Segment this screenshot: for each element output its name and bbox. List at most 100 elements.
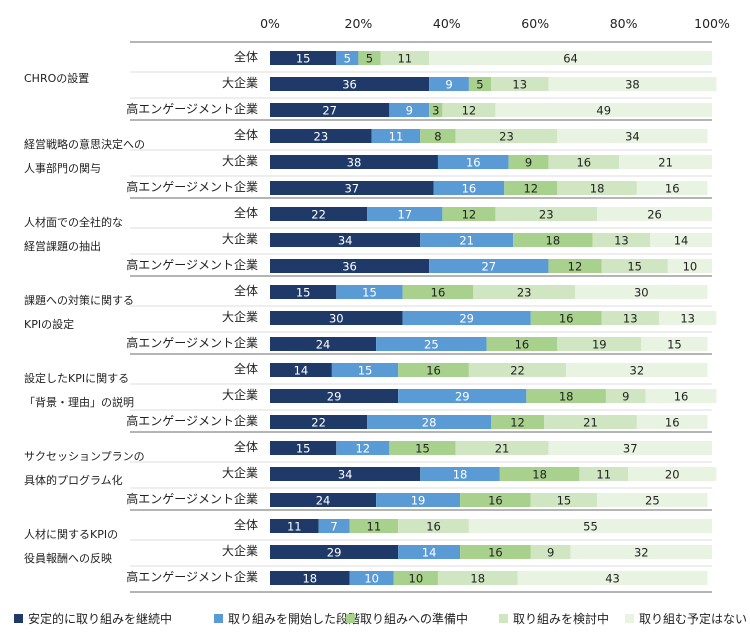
bar-segment	[557, 181, 637, 195]
bar-segment	[592, 233, 651, 247]
bar-segment	[601, 311, 659, 325]
chart-row: 全体 11 7 11 16 55	[234, 517, 712, 534]
bar-segment	[336, 51, 359, 65]
data-label: 16	[462, 182, 477, 196]
bar-segment	[641, 337, 708, 351]
bar-segment	[557, 337, 642, 351]
bar-segment	[398, 389, 527, 403]
row-label: 高エンゲージメント企業	[126, 413, 258, 428]
bar-segment	[548, 441, 712, 455]
bar-segment	[270, 467, 421, 481]
data-label: 15	[296, 286, 311, 300]
data-label: 12	[568, 260, 583, 274]
bar-segment	[429, 77, 469, 91]
legend-item: 取り組みを開始した段階	[214, 611, 360, 626]
data-label: 15	[358, 364, 373, 378]
bar-segment	[508, 155, 549, 169]
legend-label: 安定的に取り組みを継続中	[28, 611, 172, 626]
group-label: KPIの設定	[24, 317, 74, 331]
data-label: 38	[347, 156, 362, 170]
data-label: 3	[432, 104, 439, 118]
data-label: 22	[311, 416, 326, 430]
row-label: 高エンゲージメント企業	[126, 491, 258, 506]
x-tick-label: 100%	[694, 16, 730, 31]
chart-row: 大企業 34 21 18 13 14	[130, 227, 712, 248]
bar-segment	[495, 103, 712, 117]
data-label: 15	[296, 442, 311, 456]
data-label: 21	[495, 442, 510, 456]
data-label: 15	[296, 52, 311, 66]
bar-segment	[270, 51, 337, 65]
chart-row: 大企業 38 16 9 16 21	[130, 149, 712, 170]
data-label: 15	[557, 494, 572, 508]
bar-segment	[570, 545, 712, 559]
bar-segment	[429, 51, 712, 65]
bar-segment	[270, 103, 390, 117]
data-label: 14	[294, 364, 309, 378]
data-label: 18	[532, 468, 547, 482]
data-label: 18	[470, 572, 485, 586]
bar-segment	[645, 389, 717, 403]
bar-segment	[597, 207, 712, 221]
legend-item: 取り組む予定はない	[625, 611, 747, 626]
x-tick-label: 20%	[345, 16, 373, 31]
data-label: 11	[367, 520, 382, 534]
bar-segment	[420, 129, 456, 143]
chart-row: 高エンゲージメント企業 18 10 10 18 43	[126, 565, 712, 586]
group-label: 人材に関するKPIの	[24, 527, 118, 541]
chart-row: 高エンゲージメント企業 24 25 16 19 15	[126, 331, 712, 352]
row-label: 全体	[234, 517, 258, 532]
data-label: 36	[342, 78, 357, 92]
data-label: 29	[327, 546, 342, 560]
row-label: 高エンゲージメント企業	[126, 257, 258, 272]
data-label: 23	[539, 208, 554, 222]
bar-segment	[650, 233, 712, 247]
chart-row: 高エンゲージメント企業 27 9 3 12 49	[126, 97, 712, 118]
bar-segment	[398, 545, 461, 559]
data-label: 12	[355, 442, 370, 456]
data-label: 14	[674, 234, 689, 248]
bar-segment	[389, 103, 430, 117]
bar-segment	[270, 389, 399, 403]
x-tick-label: 0%	[260, 16, 280, 31]
bar-segment	[367, 415, 491, 429]
bar-segment	[526, 389, 606, 403]
row-label: 大企業	[222, 309, 258, 324]
data-label: 11	[596, 468, 611, 482]
row-label: 全体	[234, 127, 258, 142]
bar-segment	[270, 181, 434, 195]
data-label: 37	[623, 442, 638, 456]
bar-segment	[349, 519, 399, 533]
data-label: 27	[481, 260, 496, 274]
group-label: CHROの設置	[24, 71, 89, 85]
chart-row: 大企業 29 29 18 9 16	[130, 383, 717, 404]
data-label: 9	[525, 156, 532, 170]
chart-row: 全体 22 17 12 23 26	[234, 205, 712, 222]
group-label: 設定したKPIに関する	[24, 371, 129, 385]
bar-segment	[548, 77, 717, 91]
bar-segment	[579, 467, 629, 481]
bar-segment	[491, 77, 549, 91]
data-label: 16	[665, 182, 680, 196]
chart-row: 大企業 29 14 16 9 32	[130, 539, 712, 560]
legend-swatch	[625, 614, 634, 623]
group-label: 「背景・理由」の説明	[24, 395, 134, 409]
data-label: 29	[459, 312, 474, 326]
data-label: 12	[510, 416, 525, 430]
metric-group: CHROの設置 全体 15 5 5 11 64 大企業 36 9 5 13 38 高エンゲージメント企業 2…	[24, 41, 717, 118]
bar-segment	[270, 415, 368, 429]
bar-segment	[557, 129, 708, 143]
bar-segment	[318, 519, 350, 533]
bar-segment	[331, 363, 399, 377]
chart-row: 大企業 30 29 16 13 13	[130, 305, 717, 326]
data-label: 11	[287, 520, 302, 534]
bar-segment	[433, 181, 505, 195]
data-label: 13	[512, 78, 527, 92]
data-label: 38	[625, 78, 640, 92]
bar-segment	[371, 129, 421, 143]
data-label: 16	[426, 520, 441, 534]
group-label: 人材面での全社的な	[24, 215, 123, 229]
bar-segment	[636, 415, 708, 429]
